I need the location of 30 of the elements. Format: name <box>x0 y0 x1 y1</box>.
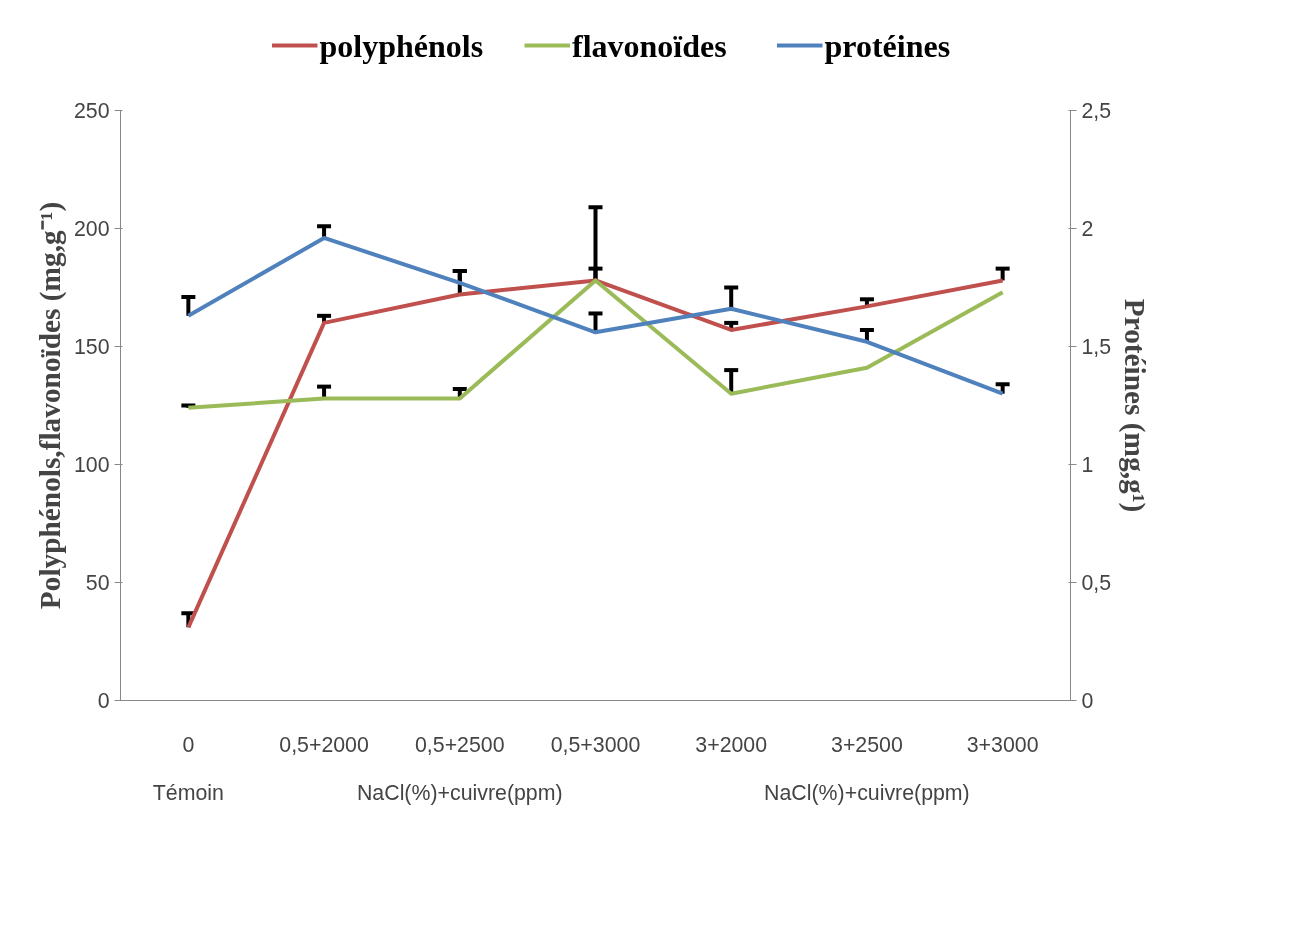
x-tick-label: 3+2000 <box>695 732 768 757</box>
y-tick-label: 100 <box>73 453 110 477</box>
line-series <box>186 278 1005 410</box>
y2-tick-label: 2,5 <box>1081 99 1112 123</box>
legend-label: flavonoïdes <box>571 27 727 64</box>
x-tick-label: 3+3000 <box>966 732 1039 757</box>
x-tick-label: 0,5+2500 <box>415 732 505 757</box>
line-series <box>186 235 1005 396</box>
text: NaCl(%)+cuivre(ppm) <box>356 780 563 805</box>
y2-axis-title: Protéines (mg,g¹) <box>1118 298 1152 513</box>
line-series <box>186 278 1005 630</box>
y2-tick-label: 1,5 <box>1081 335 1112 359</box>
y-tick-label: 150 <box>73 335 110 359</box>
y2-tick-label: 1 <box>1081 453 1094 477</box>
y-tick-label: 200 <box>73 217 110 241</box>
text: Témoin <box>152 780 224 805</box>
x-tick-label: 3+2500 <box>831 732 903 757</box>
x-tick-label: 0,5+3000 <box>550 732 641 757</box>
y2-tick-label: 2 <box>1081 217 1094 241</box>
y-tick-label: 50 <box>85 571 110 595</box>
x-tick-label: 0,5+2000 <box>279 732 369 757</box>
y2-tick-label: 0,5 <box>1081 571 1112 595</box>
text: NaCl(%)+cuivre(ppm) <box>764 780 970 805</box>
legend-label: protéines <box>824 27 951 64</box>
x-tick-label: 0 <box>182 732 195 757</box>
y-tick-label: 0 <box>97 689 110 713</box>
y-tick-label: 250 <box>73 99 110 123</box>
y2-tick-label: 0 <box>1081 689 1094 713</box>
y-axis-title: Polyphénols,flavonoïdes (mg,g⁻¹) <box>33 201 67 610</box>
legend-label: polyphénols <box>319 27 484 64</box>
